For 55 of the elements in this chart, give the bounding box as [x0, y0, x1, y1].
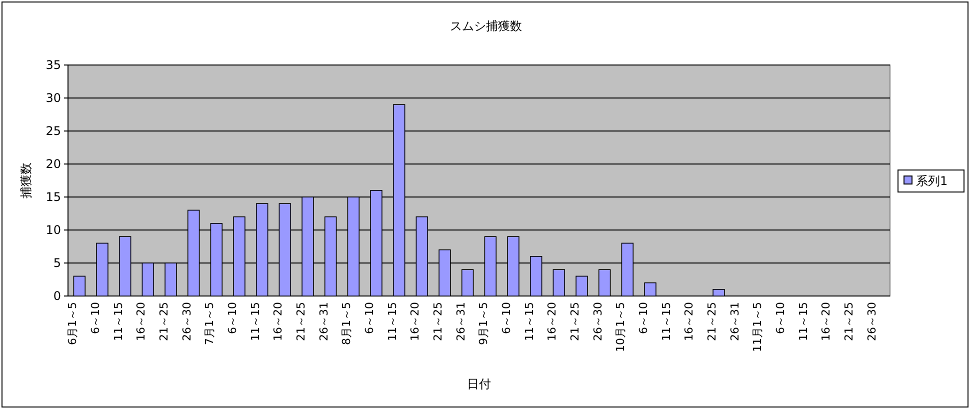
- x-tick-label: 16～20: [134, 302, 148, 341]
- x-tick-label: 26～30: [591, 302, 604, 341]
- x-tick-label: 26～31: [317, 302, 330, 341]
- x-tick-label: 26～30: [865, 302, 878, 341]
- x-tick-label: 16～20: [820, 302, 833, 341]
- x-tick-label: 11～15: [112, 302, 125, 341]
- x-tick-label: 6～10: [774, 302, 787, 334]
- y-tick-label: 20: [46, 156, 61, 171]
- bar: [73, 276, 86, 296]
- x-tick-label: 21～25: [842, 302, 856, 341]
- x-tick-label: 6月1～5: [66, 302, 80, 345]
- x-tick-label: 11～15: [796, 302, 810, 341]
- y-axis-title: 捕獲数: [19, 162, 33, 198]
- x-tick-label: 26～30: [180, 302, 194, 341]
- x-tick-label: 16～20: [272, 302, 285, 341]
- y-tick-label: 5: [53, 256, 61, 270]
- x-tick-label: 21～25: [705, 302, 718, 341]
- y-tick-label: 0: [53, 288, 61, 303]
- x-tick-label: 6～10: [362, 302, 376, 334]
- y-tick-label: 15: [46, 190, 61, 204]
- x-tick-label: 11～15: [660, 302, 673, 341]
- x-tick-label: 21～25: [294, 302, 308, 341]
- bar: [598, 269, 611, 296]
- legend-label: 系列1: [916, 174, 948, 188]
- y-tick-label: 35: [46, 58, 61, 72]
- x-tick-label: 8月1～5: [340, 302, 354, 345]
- x-tick-label: 6～10: [636, 302, 650, 334]
- x-tick-label: 26～31: [454, 302, 468, 341]
- x-tick-label: 11～15: [522, 302, 536, 341]
- bar: [712, 289, 725, 296]
- x-tick-label: 9月1～5: [477, 302, 490, 345]
- x-tick-label: 21～25: [157, 302, 170, 341]
- bar: [461, 269, 474, 296]
- y-tick-label: 25: [46, 124, 61, 138]
- x-tick-label: 11月1～5: [751, 302, 764, 352]
- chart-title: スムシ捕獲数: [450, 19, 522, 33]
- x-tick-label: 16～20: [546, 302, 559, 341]
- x-tick-label: 6～10: [500, 302, 513, 334]
- x-tick-label: 6～10: [226, 302, 239, 334]
- bar: [644, 282, 656, 296]
- x-tick-label: 11～15: [386, 302, 399, 341]
- x-tick-label: 10月1～5: [614, 302, 628, 352]
- y-tick-label: 10: [46, 222, 61, 237]
- bar: [576, 276, 588, 296]
- x-tick-label: 16～20: [682, 302, 696, 341]
- x-tick-label: 11～15: [248, 302, 262, 341]
- x-tick-label: 21～25: [568, 302, 582, 341]
- x-tick-label: 21～25: [431, 302, 444, 341]
- x-tick-label: 6～10: [88, 302, 102, 334]
- x-axis-title: 日付: [467, 377, 491, 391]
- y-tick-label: 30: [46, 90, 61, 105]
- x-tick-label: 16～20: [408, 302, 422, 341]
- x-tick-label: 7月1～5: [203, 302, 216, 345]
- bar: [552, 269, 566, 296]
- x-tick-label: 26～31: [728, 302, 742, 341]
